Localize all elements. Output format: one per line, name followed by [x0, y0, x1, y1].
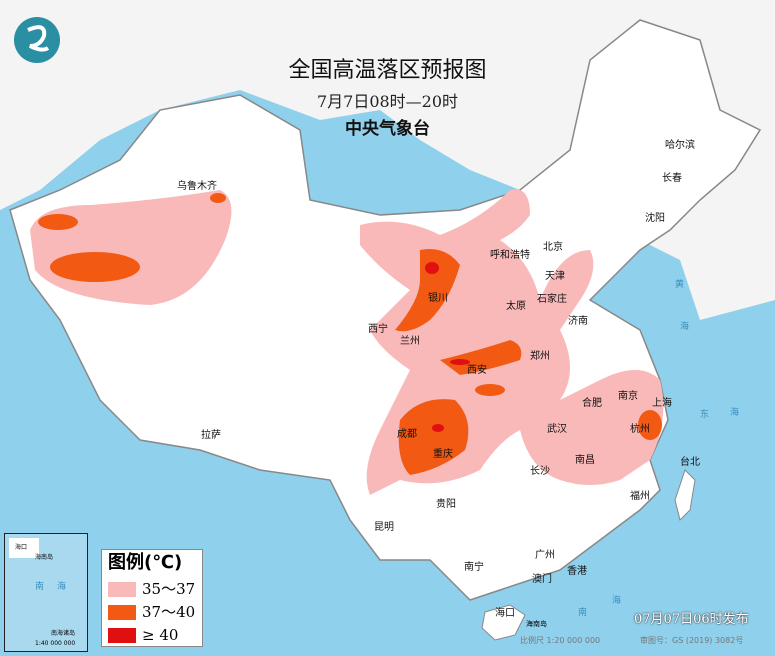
city-label: 哈尔滨 [665, 140, 695, 151]
city-label: 澳门 [532, 574, 552, 585]
sea-label: 海 [612, 596, 622, 606]
city-label: 长春 [662, 173, 682, 184]
city-label: 南京 [618, 391, 638, 402]
city-label: 郑州 [530, 351, 550, 362]
city-label: 太原 [506, 301, 526, 312]
legend-item: ≥ 40 [108, 626, 198, 644]
city-label: 石家庄 [537, 294, 567, 305]
city-label: 上海 [652, 398, 672, 409]
legend-label: 37～40 [142, 603, 196, 621]
taiwan-island [674, 469, 696, 521]
city-label: 天津 [545, 271, 565, 282]
city-label: 兰州 [400, 336, 420, 347]
review-number: 审图号：GS (2019) 3082号 [640, 636, 744, 645]
inset-label: 海南岛 [35, 554, 54, 561]
legend-swatch [108, 582, 136, 597]
city-label: 成都 [397, 429, 417, 440]
city-label: 呼和浩特 [490, 250, 530, 261]
city-label: 拉萨 [201, 430, 221, 441]
legend-label: 35～37 [142, 580, 196, 598]
city-label: 济南 [568, 316, 588, 327]
city-label: 银川 [428, 293, 448, 304]
map-title: 全国高温落区预报图 [288, 58, 487, 83]
inset-label: 南海诸岛 [51, 630, 76, 637]
legend-item: 35～37 [108, 580, 198, 598]
sea-label: 东 [700, 410, 710, 420]
city-label: 福州 [630, 491, 650, 502]
hainan-island [481, 604, 526, 641]
city-label: 长沙 [530, 466, 550, 477]
inset-scale: 1:40 000 000 [35, 640, 76, 647]
inset-label: 海 [57, 582, 67, 592]
city-label: 南宁 [464, 562, 484, 573]
city-label: 杭州 [630, 424, 650, 435]
sea-label: 南 [578, 608, 588, 618]
city-label: 北京 [543, 242, 563, 253]
city-label: 西宁 [368, 324, 388, 335]
legend-swatch [108, 628, 136, 643]
inset-label: 海口 [15, 544, 28, 551]
sea-label: 黄 [675, 280, 685, 290]
island-label: 海南岛 [526, 620, 547, 628]
city-label: 重庆 [433, 449, 453, 460]
neighbor-land [0, 0, 775, 320]
city-label: 台北 [680, 457, 700, 468]
sea-label: 海 [730, 408, 740, 418]
inset-label: 南 [35, 582, 45, 592]
issuer: 中央气象台 [345, 119, 430, 139]
logo-icon [14, 17, 60, 63]
issue-time: 07月07日06时发布 [634, 612, 749, 627]
legend-label: ≥ 40 [142, 626, 179, 644]
city-label: 南昌 [575, 455, 595, 466]
city-label: 乌鲁木齐 [177, 181, 217, 192]
legend-item: 37～40 [108, 603, 198, 621]
city-label: 海口 [495, 608, 515, 619]
legend: 图例(℃) 35～37 37～40 ≥ 40 [101, 549, 203, 647]
city-label: 广州 [535, 550, 555, 561]
city-label: 贵阳 [436, 499, 456, 510]
legend-swatch [108, 605, 136, 620]
heat-over-40-areas [425, 262, 470, 432]
legend-title: 图例(℃) [108, 552, 183, 573]
heat-37-40-areas [38, 193, 662, 475]
city-label: 西安 [467, 365, 487, 376]
sea-label: 海 [680, 322, 690, 332]
city-label: 武汉 [547, 424, 567, 435]
south-china-sea-inset: 海口 海南岛 南 海 南海诸岛 1:40 000 000 [4, 533, 88, 652]
map-scale: 比例尺 1:20 000 000 [520, 636, 601, 645]
city-label: 合肥 [582, 398, 602, 409]
city-label: 昆明 [374, 522, 394, 533]
city-label: 沈阳 [645, 213, 665, 224]
city-label: 香港 [567, 566, 587, 577]
valid-time: 7月7日08时—20时 [316, 92, 459, 111]
